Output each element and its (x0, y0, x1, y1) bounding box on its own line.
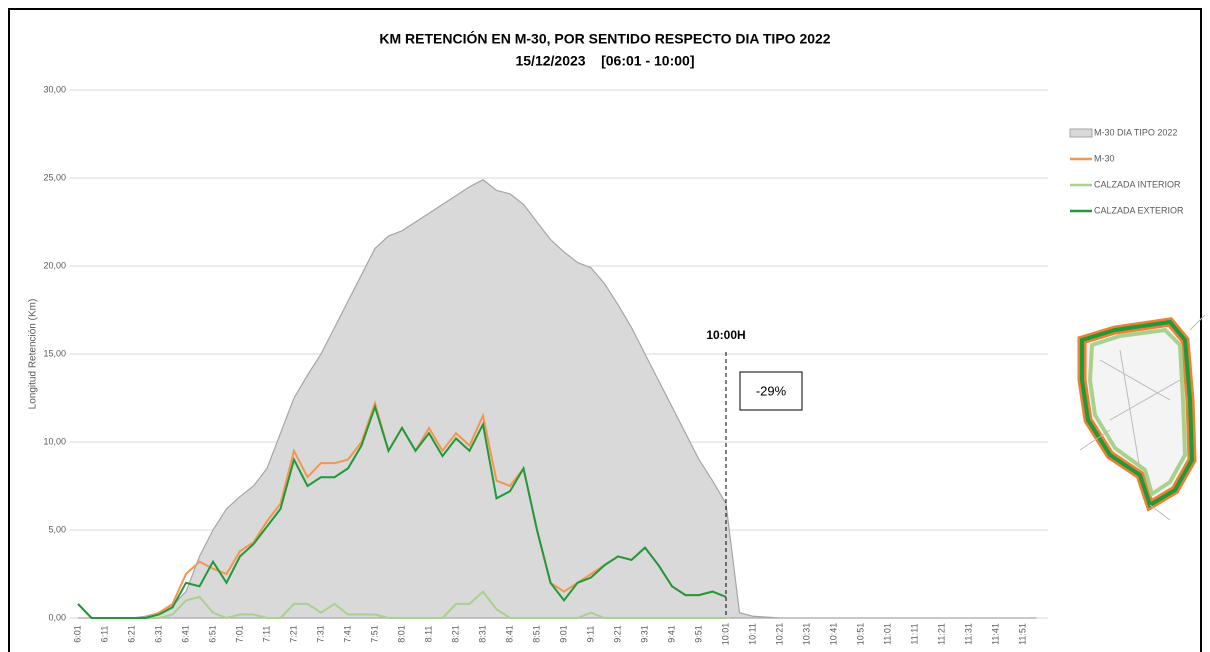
x-tick-label: 7:31 (315, 625, 325, 643)
x-tick-label: 10:51 (855, 623, 865, 646)
y-tick-label: 25,00 (43, 172, 66, 182)
legend-label: M-30 (1094, 153, 1115, 163)
x-tick-label: 8:41 (504, 625, 514, 643)
y-tick-label: 20,00 (43, 260, 66, 270)
x-tick-label: 8:01 (396, 625, 406, 643)
y-tick-label: 15,00 (43, 348, 66, 358)
y-tick-label: 0,00 (48, 612, 66, 622)
x-tick-label: 9:41 (666, 625, 676, 643)
legend-label: CALZADA INTERIOR (1094, 179, 1181, 189)
x-tick-label: 9:01 (558, 625, 568, 643)
x-tick-label: 6:41 (180, 625, 190, 643)
area (78, 179, 1037, 619)
x-tick-label: 9:21 (612, 625, 622, 643)
legend-label: CALZADA EXTERIOR (1094, 205, 1184, 215)
chart-subtitle: 15/12/2023 [06:01 - 10:00] (515, 53, 694, 69)
chart-title: KM RETENCIÓN EN M-30, POR SENTIDO RESPEC… (379, 30, 830, 47)
x-tick-label: 8:31 (477, 625, 487, 643)
x-tick-label: 7:21 (288, 625, 298, 643)
x-tick-label: 6:51 (207, 625, 217, 643)
x-tick-label: 11:51 (1017, 623, 1027, 645)
x-tick-label: 10:11 (747, 623, 757, 645)
x-tick-label: 8:21 (450, 625, 460, 643)
x-tick-label: 11:11 (909, 623, 919, 644)
x-tick-label: 10:21 (774, 623, 784, 646)
legend-label: M-30 DIA TIPO 2022 (1094, 127, 1177, 137)
x-tick-label: 6:11 (99, 626, 109, 643)
x-tick-label: 6:31 (153, 625, 163, 643)
annotation: -29% (756, 383, 787, 398)
y-tick-label: 5,00 (48, 524, 66, 534)
annotation-box (739, 371, 803, 411)
x-tick-label: 9:51 (693, 625, 703, 643)
x-tick-label: 9:11 (585, 626, 595, 643)
x-tick-label: 8:11 (423, 626, 433, 643)
x-tick-label: 11:21 (936, 623, 946, 645)
x-tick-label: 7:11 (261, 626, 271, 643)
map (1077, 314, 1206, 521)
x-tick-label: 6:01 (72, 625, 82, 643)
frame (8, 8, 1202, 652)
x-tick-label: 10:41 (828, 623, 838, 646)
x-tick-label: 7:51 (369, 625, 379, 643)
x-tick-label: 8:51 (531, 625, 541, 643)
line (77, 403, 727, 619)
x-tick-label: 9:31 (639, 625, 649, 643)
x-tick-label: 10:01 (720, 623, 730, 646)
x-tick-label: 11:01 (882, 623, 892, 645)
y-axis-label: Longitud Retención (Km) (28, 299, 39, 410)
y-tick-label: 30,00 (43, 84, 66, 94)
x-tick-label: 6:21 (126, 625, 136, 643)
annotation: 10:00H (706, 328, 745, 342)
legend-swatch (1069, 128, 1093, 138)
line (77, 590, 726, 620)
x-tick-label: 11:41 (990, 623, 1000, 645)
x-tick-label: 7:41 (342, 625, 352, 643)
x-tick-label: 11:31 (963, 623, 973, 645)
y-tick-label: 10,00 (43, 436, 66, 446)
x-tick-label: 10:31 (801, 623, 811, 646)
x-tick-label: 7:01 (234, 625, 244, 643)
